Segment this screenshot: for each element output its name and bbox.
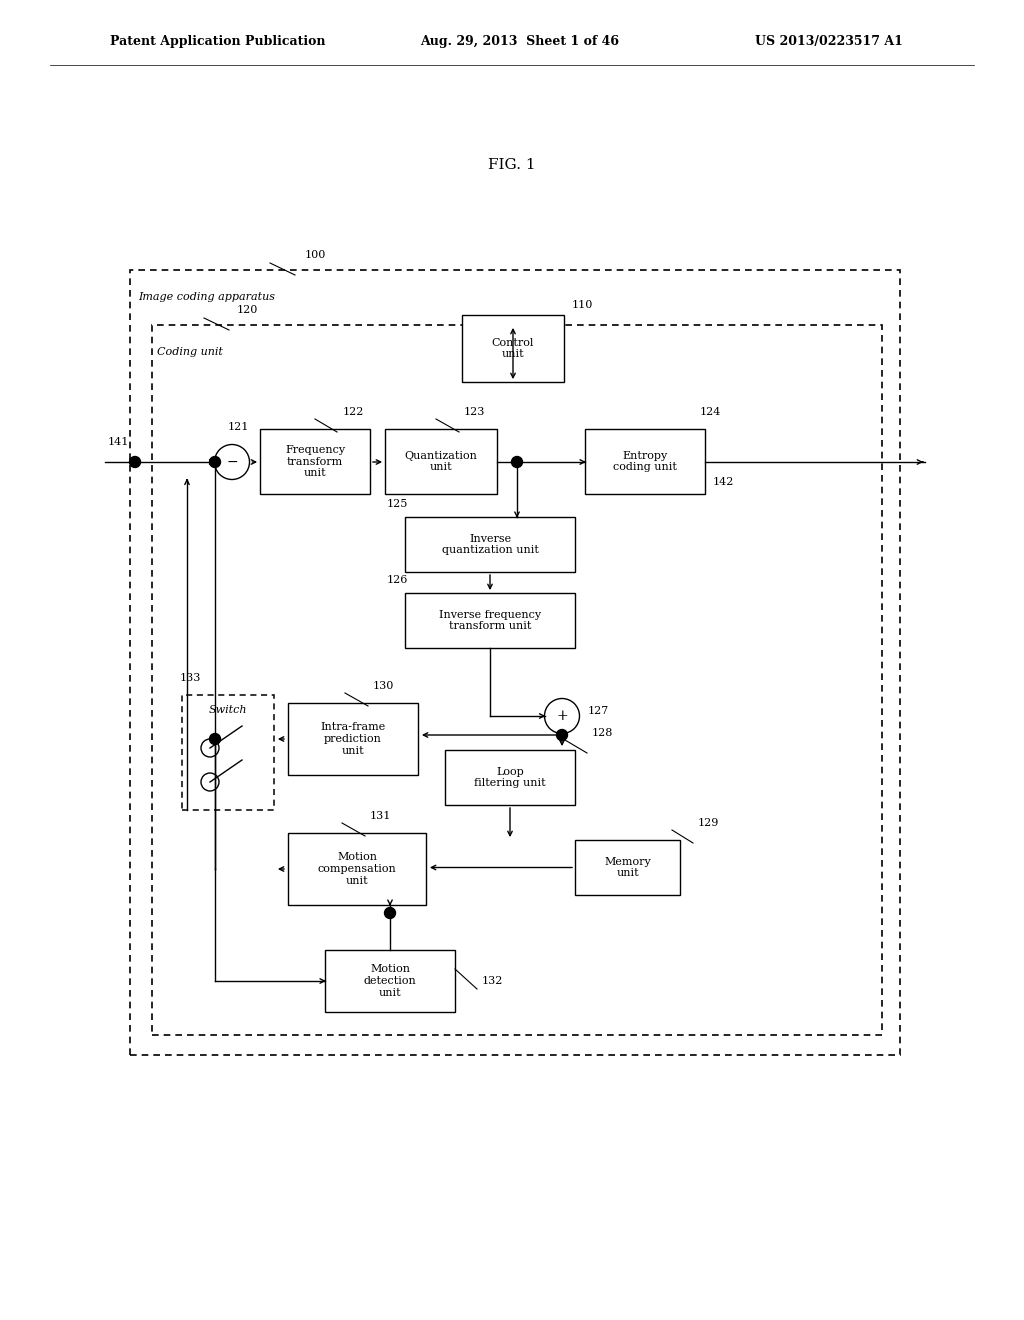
Text: 128: 128 xyxy=(592,729,613,738)
Text: Inverse frequency
transform unit: Inverse frequency transform unit xyxy=(439,610,541,631)
Bar xyxy=(575,840,680,895)
Bar xyxy=(152,325,882,1035)
Text: Image coding apparatus: Image coding apparatus xyxy=(138,292,275,302)
Text: Inverse
quantization unit: Inverse quantization unit xyxy=(441,533,539,556)
Text: Aug. 29, 2013  Sheet 1 of 46: Aug. 29, 2013 Sheet 1 of 46 xyxy=(420,36,618,49)
Bar xyxy=(130,271,900,1055)
Bar xyxy=(406,517,575,572)
Text: Coding unit: Coding unit xyxy=(157,347,223,356)
Bar xyxy=(288,704,418,775)
Text: 127: 127 xyxy=(588,706,608,715)
Text: 142: 142 xyxy=(713,477,734,487)
Text: 132: 132 xyxy=(482,975,504,986)
Text: Intra-frame
prediction
unit: Intra-frame prediction unit xyxy=(321,722,386,755)
Text: US 2013/0223517 A1: US 2013/0223517 A1 xyxy=(755,36,903,49)
Text: 126: 126 xyxy=(387,576,409,585)
Text: 120: 120 xyxy=(237,305,258,315)
Text: Control
unit: Control unit xyxy=(492,338,535,359)
Text: Memory
unit: Memory unit xyxy=(604,857,651,878)
Text: 100: 100 xyxy=(305,249,327,260)
Text: 131: 131 xyxy=(370,810,391,821)
Bar xyxy=(325,950,455,1012)
Circle shape xyxy=(556,730,567,741)
Text: FIG. 1: FIG. 1 xyxy=(488,158,536,172)
Circle shape xyxy=(384,908,395,919)
Bar xyxy=(182,696,274,810)
Circle shape xyxy=(129,457,140,467)
Text: Entropy
coding unit: Entropy coding unit xyxy=(613,450,677,473)
Text: 122: 122 xyxy=(343,407,365,417)
Bar xyxy=(288,833,426,906)
Text: 125: 125 xyxy=(387,499,409,510)
Text: 130: 130 xyxy=(373,681,394,690)
Bar xyxy=(406,593,575,648)
Bar xyxy=(585,429,705,494)
Text: 121: 121 xyxy=(228,422,250,433)
Text: Patent Application Publication: Patent Application Publication xyxy=(110,36,326,49)
Text: Switch: Switch xyxy=(209,705,247,715)
Text: 123: 123 xyxy=(464,407,485,417)
Text: Motion
detection
unit: Motion detection unit xyxy=(364,965,417,998)
Circle shape xyxy=(210,734,220,744)
Text: Quantization
unit: Quantization unit xyxy=(404,450,477,473)
Bar xyxy=(462,315,564,381)
Text: Frequency
transform
unit: Frequency transform unit xyxy=(285,445,345,478)
Text: Motion
compensation
unit: Motion compensation unit xyxy=(317,853,396,886)
Text: +: + xyxy=(556,709,568,723)
Text: Loop
filtering unit: Loop filtering unit xyxy=(474,767,546,788)
Bar xyxy=(385,429,497,494)
Circle shape xyxy=(512,457,522,467)
Bar xyxy=(445,750,575,805)
Text: 129: 129 xyxy=(698,818,720,828)
Circle shape xyxy=(210,457,220,467)
Text: 110: 110 xyxy=(572,300,593,310)
Text: 141: 141 xyxy=(108,437,129,447)
Bar xyxy=(260,429,370,494)
Text: 133: 133 xyxy=(180,673,202,682)
Text: −: − xyxy=(226,455,238,469)
Text: 124: 124 xyxy=(700,407,721,417)
